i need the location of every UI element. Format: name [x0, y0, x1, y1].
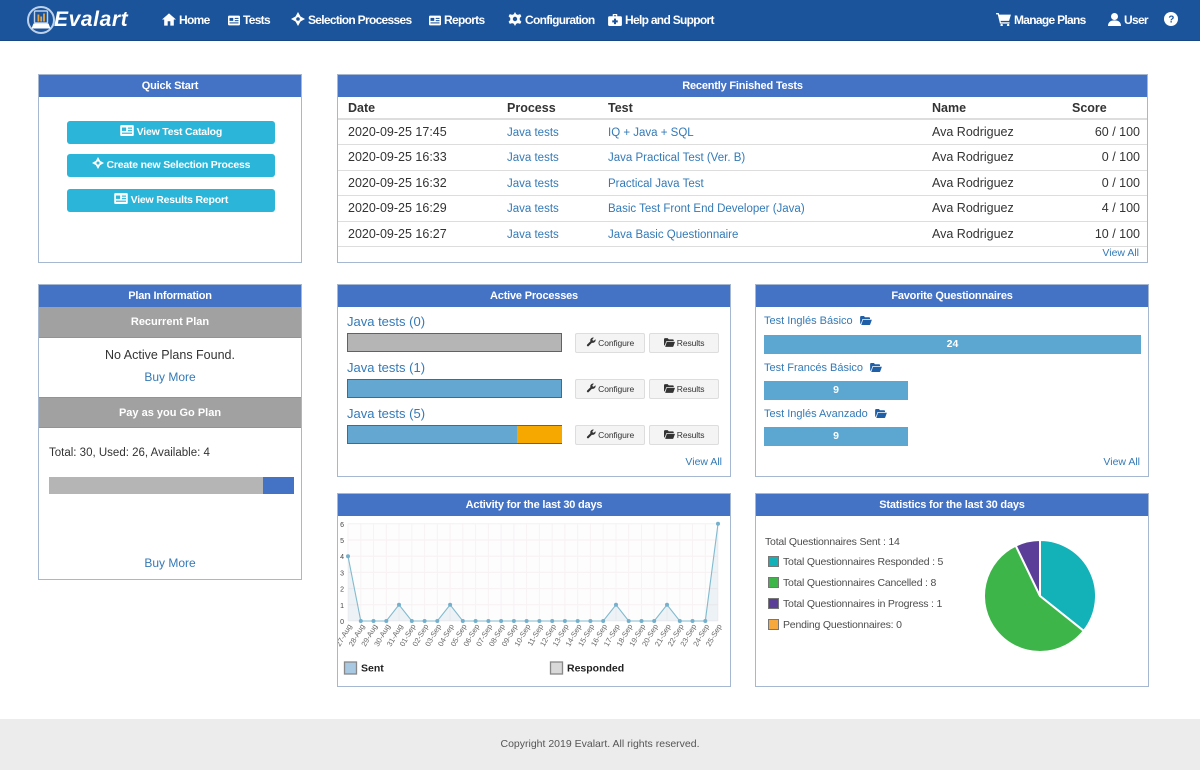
- svg-text:Responded: Responded: [567, 663, 624, 675]
- svg-text:1: 1: [340, 603, 344, 610]
- svg-text:4: 4: [340, 554, 344, 561]
- svg-text:0: 0: [340, 619, 344, 626]
- svg-text:Sent: Sent: [361, 663, 384, 675]
- svg-text:3: 3: [340, 570, 344, 577]
- svg-text:?: ?: [1168, 15, 1174, 26]
- svg-text:5: 5: [340, 538, 344, 545]
- svg-text:6: 6: [340, 522, 344, 529]
- svg-text:2: 2: [340, 587, 344, 594]
- svg-text:Evalart: Evalart: [54, 8, 129, 31]
